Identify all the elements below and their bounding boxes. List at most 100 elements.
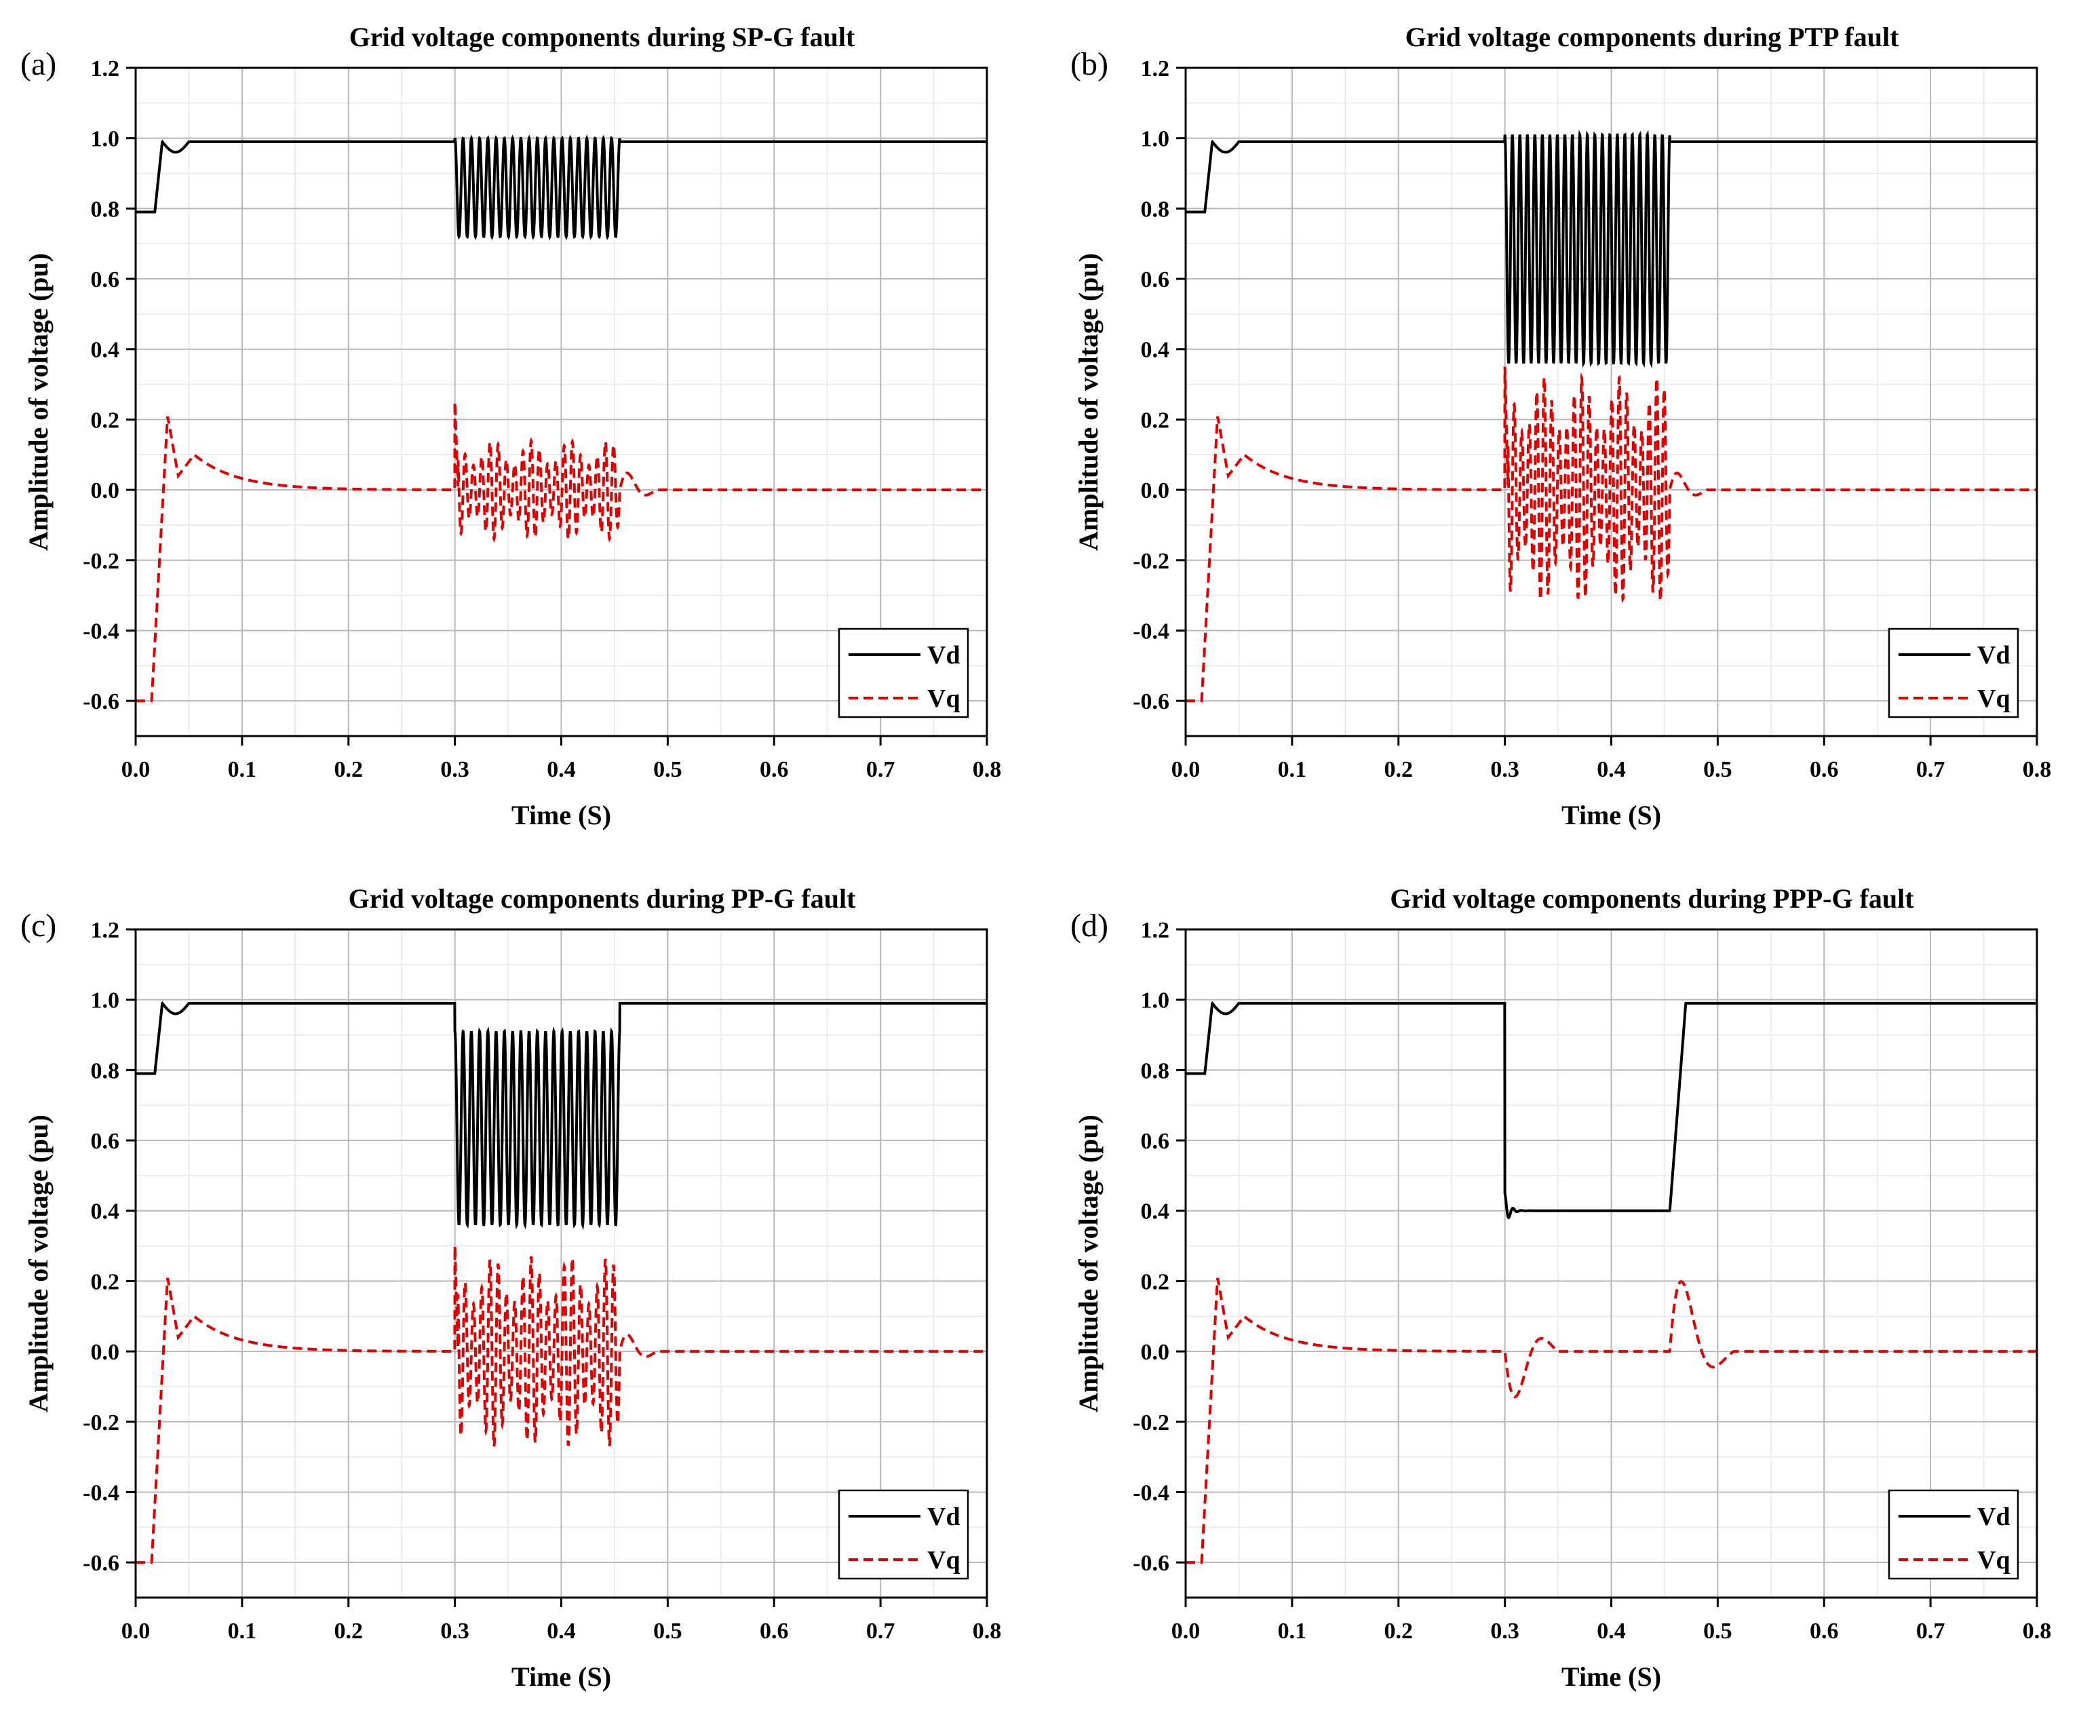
y-tick-label: 0.8	[91, 197, 120, 222]
x-tick-label: 0.2	[1384, 1619, 1414, 1644]
y-axis-label: Amplitude of voltage (pu)	[1073, 1115, 1104, 1412]
legend-label: Vd	[927, 1503, 960, 1531]
x-tick-label: 0.3	[1490, 757, 1519, 782]
legend-box	[838, 1489, 969, 1580]
legend-label: Vq	[1977, 1546, 2010, 1575]
x-tick-label: 0.0	[1171, 757, 1201, 782]
panel-label: (d)	[1070, 908, 1108, 944]
y-tick-label: -0.2	[1133, 549, 1169, 574]
x-axis-label: Time (S)	[1561, 1661, 1661, 1692]
legend-box	[838, 628, 969, 718]
x-tick-label: 0.6	[1810, 1619, 1839, 1644]
x-tick-label: 0.4	[1597, 757, 1626, 782]
x-tick-label: 0.1	[228, 1619, 257, 1644]
chart-title: Grid voltage components during SP-G faul…	[349, 22, 855, 52]
y-tick-label: -0.6	[1133, 689, 1169, 714]
series-line-vd	[1186, 1001, 2037, 1220]
legend-label: Vq	[927, 1546, 960, 1575]
x-tick-label: 0.1	[228, 757, 257, 782]
x-tick-label: 0.3	[440, 1619, 469, 1644]
y-tick-label: 0.0	[91, 478, 120, 503]
x-tick-label: 0.5	[1703, 1619, 1732, 1644]
series-line-vq	[1186, 366, 2037, 703]
panel-label: (b)	[1070, 46, 1108, 82]
y-tick-label: 1.2	[1141, 56, 1170, 81]
x-tick-label: 0.0	[121, 757, 151, 782]
chart-title: Grid voltage components during PP-G faul…	[349, 883, 856, 914]
y-tick-label: 0.8	[91, 1058, 120, 1083]
chart-svg: 0.0 0.1 0.2 0.3 0.4 0.5 0.6 0.7 0.8 -0.6 -0.4 -0.2 0…	[20, 883, 1001, 1692]
legend-box	[1888, 628, 2019, 718]
x-tick-label: 0.3	[1490, 1619, 1519, 1644]
x-tick-label: 0.7	[1916, 1619, 1945, 1644]
y-tick-label: -0.6	[83, 689, 119, 714]
x-tick-label: 0.3	[440, 757, 469, 782]
legend: Vd Vq	[1888, 1489, 2019, 1580]
y-axis-label: Amplitude of voltage (pu)	[23, 253, 54, 551]
y-tick-label: 1.0	[91, 988, 120, 1014]
y-tick-label: 0.0	[1141, 478, 1170, 503]
chart-title: Grid voltage components during PPP-G fau…	[1390, 883, 1914, 914]
y-tick-label: 0.6	[1141, 267, 1170, 292]
x-tick-label: 0.8	[2023, 1619, 2052, 1644]
x-tick-label: 0.6	[760, 1619, 789, 1644]
y-axis-label: Amplitude of voltage (pu)	[23, 1115, 54, 1412]
x-tick-label: 0.7	[866, 1619, 895, 1644]
y-tick-label: 1.0	[1141, 988, 1170, 1014]
chart-panel-a: 0.0 0.1 0.2 0.3 0.4 0.5 0.6 0.7 0.8 -0.6 -0.4 -0.2 0…	[0, 0, 1050, 862]
y-tick-label: 0.6	[1141, 1129, 1170, 1154]
y-tick-label: -0.2	[1133, 1410, 1169, 1435]
x-tick-label: 0.0	[1171, 1619, 1201, 1644]
y-tick-label: -0.4	[83, 619, 119, 644]
y-tick-label: 0.8	[1141, 197, 1170, 222]
x-axis-label: Time (S)	[511, 1661, 611, 1692]
chart-svg: 0.0 0.1 0.2 0.3 0.4 0.5 0.6 0.7 0.8 -0.6 -0.4 -0.2 0…	[1070, 22, 2051, 830]
legend-box	[1888, 1489, 2019, 1580]
chart-svg: 0.0 0.1 0.2 0.3 0.4 0.5 0.6 0.7 0.8 -0.6 -0.4 -0.2 0…	[20, 22, 1001, 830]
x-tick-label: 0.2	[334, 757, 364, 782]
chart-panel-c: 0.0 0.1 0.2 0.3 0.4 0.5 0.6 0.7 0.8 -0.6 -0.4 -0.2 0…	[0, 862, 1050, 1723]
y-tick-label: 0.4	[91, 1199, 120, 1224]
panel-label: (c)	[20, 908, 56, 944]
y-tick-label: 1.2	[91, 918, 120, 943]
y-tick-label: 0.4	[91, 338, 120, 363]
y-tick-label: 0.2	[91, 408, 120, 433]
x-tick-label: 0.1	[1278, 1619, 1307, 1644]
y-tick-label: 1.2	[91, 56, 120, 81]
legend-label: Vq	[1977, 684, 2010, 713]
y-tick-label: 0.0	[91, 1340, 120, 1365]
y-tick-label: 0.4	[1141, 1199, 1170, 1224]
x-tick-label: 0.0	[121, 1619, 151, 1644]
legend: Vd Vq	[838, 1489, 969, 1580]
y-tick-label: 0.6	[91, 1129, 120, 1154]
x-tick-label: 0.5	[1703, 757, 1732, 782]
x-tick-label: 0.1	[1278, 757, 1307, 782]
x-tick-label: 0.5	[653, 1619, 682, 1644]
chart-panel-b: 0.0 0.1 0.2 0.3 0.4 0.5 0.6 0.7 0.8 -0.6 -0.4 -0.2 0…	[1050, 0, 2100, 862]
y-tick-label: -0.6	[1133, 1551, 1169, 1576]
x-tick-label: 0.6	[760, 757, 789, 782]
y-tick-label: 0.2	[91, 1269, 120, 1294]
y-tick-label: 1.0	[1141, 127, 1170, 152]
legend-label: Vd	[1977, 641, 2010, 670]
x-tick-label: 0.6	[1810, 757, 1839, 782]
y-tick-label: -0.4	[83, 1480, 119, 1505]
x-tick-label: 0.2	[334, 1619, 364, 1644]
y-tick-label: -0.4	[1133, 1480, 1169, 1505]
y-tick-label: -0.4	[1133, 619, 1169, 644]
y-tick-label: 0.8	[1141, 1058, 1170, 1083]
x-tick-label: 0.7	[1916, 757, 1945, 782]
y-tick-label: 0.0	[1141, 1340, 1170, 1365]
series-line-vq	[136, 1246, 987, 1564]
chart-panel-d: 0.0 0.1 0.2 0.3 0.4 0.5 0.6 0.7 0.8 -0.6 -0.4 -0.2 0…	[1050, 862, 2100, 1723]
series-line-vd	[1186, 130, 2037, 369]
legend-label: Vd	[1977, 1503, 2010, 1531]
x-axis-label: Time (S)	[1561, 800, 1661, 830]
x-tick-label: 0.7	[866, 757, 895, 782]
panel-label: (a)	[20, 46, 56, 82]
y-axis-label: Amplitude of voltage (pu)	[1073, 253, 1104, 551]
x-tick-label: 0.5	[653, 757, 682, 782]
y-tick-label: -0.2	[83, 549, 119, 574]
x-tick-label: 0.4	[1597, 1619, 1626, 1644]
series-line-vq	[136, 402, 987, 703]
